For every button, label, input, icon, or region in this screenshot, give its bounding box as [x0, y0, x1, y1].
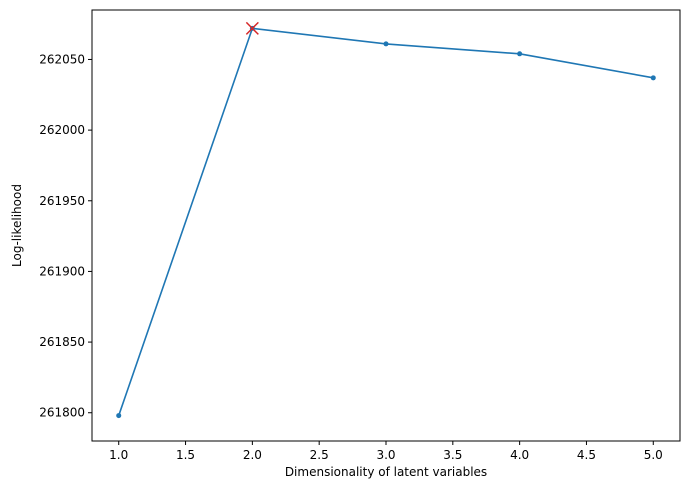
ticks-layer: 1.0 1.5 2.0 2.5 3.0 3.5 4.0 4.5 5.0 261800 261850 2… — [39, 52, 663, 462]
x-tick-label: 3.0 — [376, 448, 395, 462]
y-tick-label: 262000 — [39, 123, 85, 137]
data-point — [650, 75, 656, 81]
y-tick-label: 261950 — [39, 194, 85, 208]
plot-area — [92, 10, 680, 441]
x-tick-label: 2.0 — [243, 448, 262, 462]
x-tick-label: 1.0 — [109, 448, 128, 462]
series-layer — [116, 21, 656, 419]
x-tick-label: 4.0 — [510, 448, 529, 462]
y-tick-label: 261900 — [39, 264, 85, 278]
y-tick-label: 261800 — [39, 406, 85, 420]
max-marker-stroke — [245, 21, 259, 35]
data-point — [383, 41, 389, 47]
data-point — [517, 51, 523, 57]
max-marker — [245, 21, 259, 35]
x-tick-label: 4.5 — [577, 448, 596, 462]
y-axis-label: Log-likelihood — [10, 184, 24, 267]
x-tick-label: 3.5 — [443, 448, 462, 462]
x-tick-label: 5.0 — [644, 448, 663, 462]
plot-frame — [91, 9, 681, 442]
x-tick-label: 2.5 — [310, 448, 329, 462]
x-axis-label: Dimensionality of latent variables — [285, 465, 487, 479]
y-tick-label: 261850 — [39, 335, 85, 349]
x-tick-label: 1.5 — [176, 448, 195, 462]
y-tick-label: 262050 — [39, 52, 85, 66]
data-point — [116, 413, 122, 419]
